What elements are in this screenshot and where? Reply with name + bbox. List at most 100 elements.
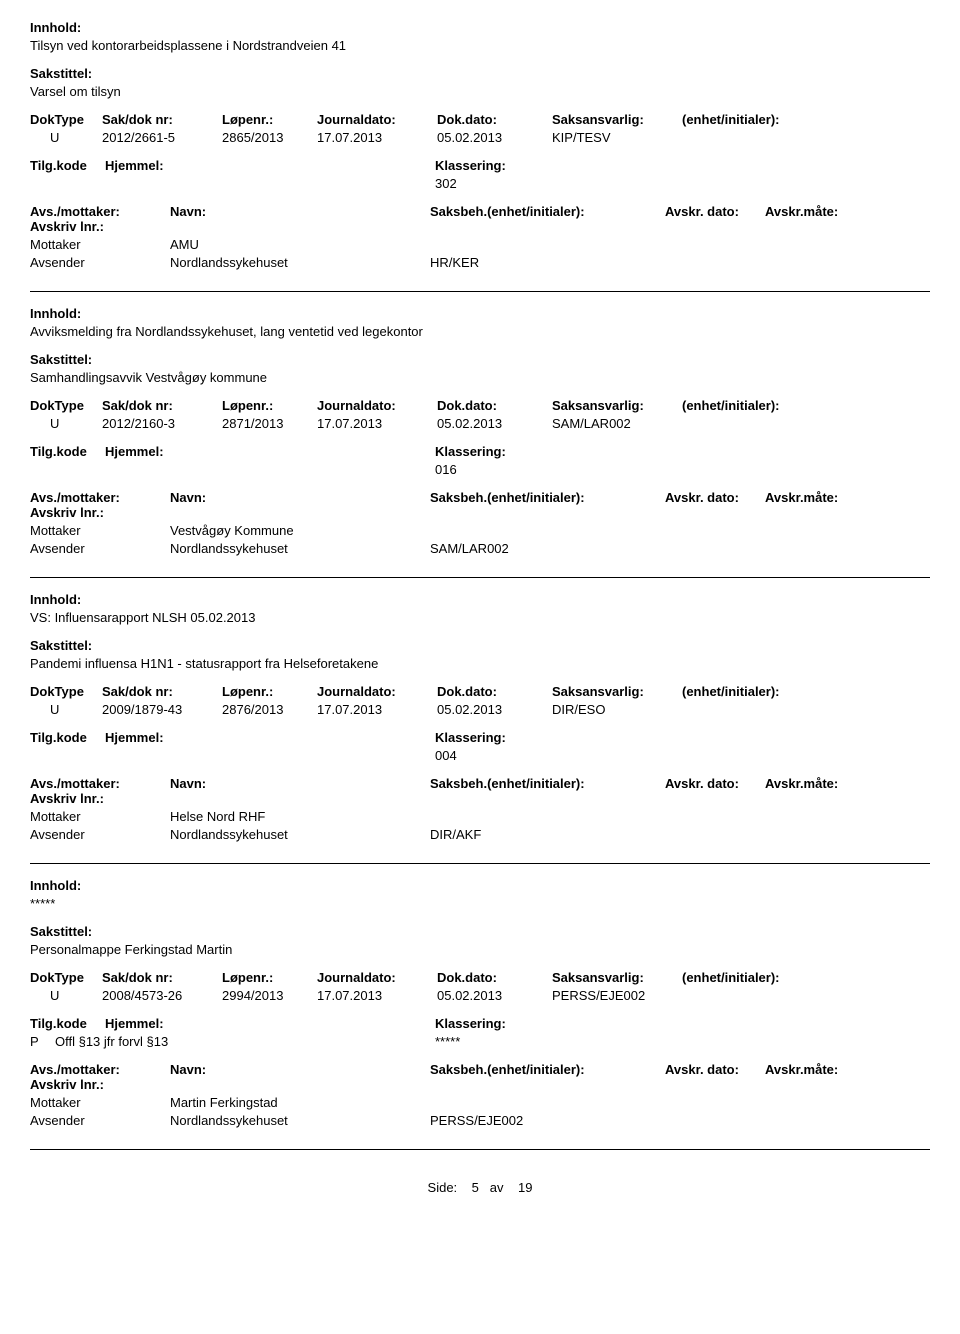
journaldato-label: Journaldato: [317,684,437,699]
navn-label: Navn: [170,490,430,505]
party-role: Avsender [30,255,170,270]
innhold-label: Innhold: [30,306,930,321]
avs-mottaker-label: Avs./mottaker: [30,1062,170,1077]
sakstittel-value: Personalmappe Ferkingstad Martin [30,942,930,957]
parties-header-row: Avs./mottaker:Navn:Saksbeh.(enhet/initia… [30,204,930,234]
spacer [30,388,930,398]
party-row: AvsenderNordlandssykehusetPERSS/EJE002 [30,1113,930,1128]
navn-label: Navn: [170,204,430,219]
hjemmel-label: Hjemmel: [105,1016,435,1031]
dokdato-label: Dok.dato: [437,112,552,127]
record-value-row: U2009/1879-432876/201317.07.201305.02.20… [30,702,930,717]
party-navn: Vestvågøy Kommune [170,523,430,538]
doktype-label: DokType [30,112,102,127]
record-header-row: DokTypeSak/dok nr:Løpenr.:Journaldato:Do… [30,112,930,127]
record-value-row: U2012/2661-52865/201317.07.201305.02.201… [30,130,930,145]
innhold-value: VS: Influensarapport NLSH 05.02.2013 [30,610,930,625]
hjemmel-label: Hjemmel: [105,730,435,745]
spacer [30,56,930,66]
avskr-dato-label: Avskr. dato: [665,1062,765,1077]
enhet-initialer-label: (enhet/initialer): [682,112,780,127]
party-navn: Nordlandssykehuset [170,541,430,556]
spacer [30,914,930,924]
lopenr-label: Løpenr.: [222,112,317,127]
party-navn: Nordlandssykehuset [170,255,430,270]
sakdok-label: Sak/dok nr: [102,112,222,127]
journaldato-value: 17.07.2013 [317,130,437,145]
dokdato-label: Dok.dato: [437,970,552,985]
avskr-mate-label: Avskr.måte: [765,204,860,219]
footer-side-label: Side: [428,1180,458,1195]
party-role: Avsender [30,541,170,556]
saksbeh-label: Saksbeh.(enhet/initialer): [430,776,665,791]
klassering-value: 302 [435,176,457,191]
lopenr-value: 2871/2013 [222,416,317,431]
journaldato-value: 17.07.2013 [317,416,437,431]
saksbeh-label: Saksbeh.(enhet/initialer): [430,1062,665,1077]
hjemmel-label: Hjemmel: [105,158,435,173]
lopenr-label: Løpenr.: [222,398,317,413]
doktype-label: DokType [30,398,102,413]
avskriv-lnr-label: Avskriv lnr.: [30,219,104,234]
party-saksbeh: HR/KER [430,255,580,270]
party-role: Avsender [30,1113,170,1128]
saksansvarlig-label: Saksansvarlig: [552,684,682,699]
footer-av-label: av [490,1180,504,1195]
avskr-mate-label: Avskr.måte: [765,776,860,791]
spacer [30,766,930,776]
tilgkode-label: Tilg.kode [30,1016,105,1031]
sakstittel-value: Samhandlingsavvik Vestvågøy kommune [30,370,930,385]
innhold-label: Innhold: [30,878,930,893]
tilgkode-header-row: Tilg.kodeHjemmel:Klassering: [30,730,930,745]
dokdato-value: 05.02.2013 [437,130,552,145]
record-header-row: DokTypeSak/dok nr:Løpenr.:Journaldato:Do… [30,684,930,699]
journal-record: Innhold: VS: Influensarapport NLSH 05.02.… [30,592,930,864]
tilgkode-value-row: POffl §13 jfr forvl §13***** [30,1034,930,1049]
saksansvarlig-value: KIP/TESV [552,130,682,145]
avskr-dato-label: Avskr. dato: [665,490,765,505]
hjemmel-value: Offl §13 jfr forvl §13 [55,1034,435,1049]
parties-header-row: Avs./mottaker:Navn:Saksbeh.(enhet/initia… [30,490,930,520]
sakstittel-label: Sakstittel: [30,352,930,367]
lopenr-value: 2865/2013 [222,130,317,145]
party-navn: Martin Ferkingstad [170,1095,430,1110]
klassering-label: Klassering: [435,158,506,173]
journaldato-label: Journaldato: [317,112,437,127]
journaldato-value: 17.07.2013 [317,702,437,717]
tilgkode-value-row: 004 [30,748,930,763]
party-role: Avsender [30,827,170,842]
avskr-mate-label: Avskr.måte: [765,1062,860,1077]
party-row: AvsenderNordlandssykehusetDIR/AKF [30,827,930,842]
party-row: MottakerMartin Ferkingstad [30,1095,930,1110]
sakdok-label: Sak/dok nr: [102,970,222,985]
tilgkode-label: Tilg.kode [30,730,105,745]
party-row: MottakerVestvågøy Kommune [30,523,930,538]
party-row: AvsenderNordlandssykehusetSAM/LAR002 [30,541,930,556]
saksansvarlig-value: SAM/LAR002 [552,416,682,431]
avskr-dato-label: Avskr. dato: [665,204,765,219]
sakstittel-value: Pandemi influensa H1N1 - statusrapport f… [30,656,930,671]
sakdok-value: 2012/2661-5 [102,130,222,145]
avs-mottaker-label: Avs./mottaker: [30,204,170,219]
party-navn: Nordlandssykehuset [170,1113,430,1128]
tilgkode-header-row: Tilg.kodeHjemmel:Klassering: [30,1016,930,1031]
klassering-label: Klassering: [435,444,506,459]
sakdok-label: Sak/dok nr: [102,398,222,413]
spacer [30,342,930,352]
innhold-label: Innhold: [30,592,930,607]
lopenr-value: 2994/2013 [222,988,317,1003]
party-saksbeh: SAM/LAR002 [430,541,580,556]
party-saksbeh: PERSS/EJE002 [430,1113,580,1128]
saksansvarlig-label: Saksansvarlig: [552,112,682,127]
footer-page-total: 19 [518,1180,532,1195]
journaldato-label: Journaldato: [317,398,437,413]
spacer [30,960,930,970]
spacer [30,628,930,638]
party-navn: Helse Nord RHF [170,809,430,824]
saksansvarlig-value: DIR/ESO [552,702,682,717]
party-row: AvsenderNordlandssykehusetHR/KER [30,255,930,270]
enhet-initialer-label: (enhet/initialer): [682,684,780,699]
party-row: MottakerAMU [30,237,930,252]
journal-record: Innhold:*****Sakstittel:Personalmappe Fe… [30,878,930,1150]
tilgkode-header-row: Tilg.kodeHjemmel:Klassering: [30,444,930,459]
